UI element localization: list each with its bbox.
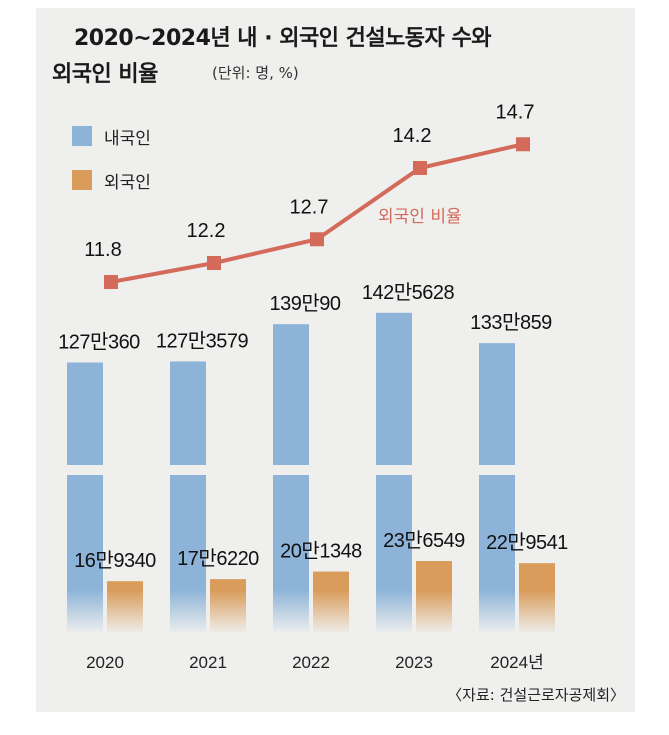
bar-domestic [479,343,515,632]
data-label-domestic: 127만3579 [156,329,249,352]
data-label-foreign: 23만6549 [383,529,465,552]
ratio-label: 12.7 [290,196,329,218]
ratio-label: 11.8 [84,239,121,261]
data-label-domestic: 139만90 [269,292,340,315]
ratio-marker [516,137,530,152]
ratio-marker [310,232,324,247]
bar-domestic [170,361,206,632]
bar-domestic [67,362,103,632]
x-tick-label: 2020 [86,653,124,672]
x-tick-label: 2021 [189,653,227,672]
data-label-foreign: 17만6220 [177,547,259,570]
data-label-domestic: 127만360 [58,330,140,353]
data-label-domestic: 142만5628 [362,281,455,304]
x-tick-label: 2022 [292,653,330,672]
legend-label-foreign: 외국인 [104,173,151,193]
unit-label: (단위: 명, %) [212,64,299,82]
axis-break [60,465,600,475]
data-label-foreign: 16만9340 [74,549,156,572]
legend-swatch-foreign [72,170,92,190]
ratio-label: 14.7 [496,101,535,123]
data-label-domestic: 133만859 [470,311,552,334]
chart-title: 2020~2024년 내 · 외국인 건설노동자 수와 [74,26,491,51]
ratio-label: 14.2 [393,125,432,147]
x-tick-label: 2024년 [490,653,543,672]
ratio-marker [413,161,427,175]
data-label-foreign: 20만1348 [280,540,362,563]
ratio-label: 12.2 [187,220,226,242]
ratio-marker [207,256,221,270]
legend-label-domestic: 내국인 [104,129,151,149]
bottom-fade [60,590,600,634]
data-label-foreign: 22만9541 [486,531,568,554]
chart-title-line2: 외국인 비율 [52,62,158,87]
legend-swatch-domestic [72,126,92,146]
ratio-marker [104,275,118,289]
source-note: 〈자료: 건설근로자공제회〉 [447,686,625,704]
ratio-line-label: 외국인 비율 [378,207,462,227]
bar-domestic [273,324,309,632]
x-tick-label: 2023 [395,653,433,672]
